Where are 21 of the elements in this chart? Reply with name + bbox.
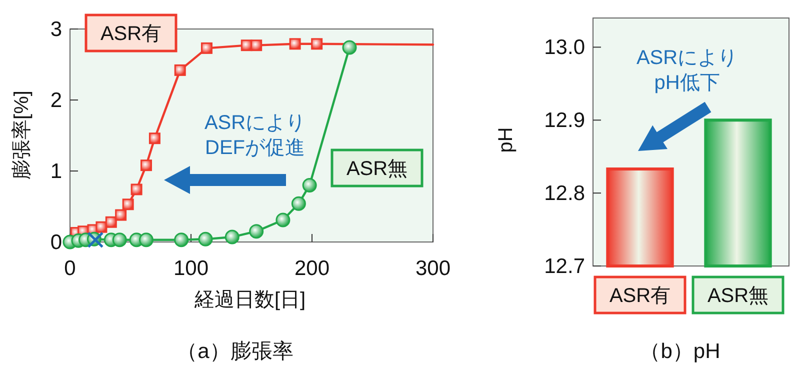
y-tick-label: 12.9 bbox=[544, 109, 585, 132]
series-label: ASR有 bbox=[100, 23, 162, 45]
x-axis-title: 経過日数[日] bbox=[193, 289, 306, 311]
x-tick-label: 0 bbox=[64, 257, 76, 280]
text: （a）膨張率 bbox=[176, 340, 294, 363]
y-tick-label: 12.8 bbox=[544, 182, 585, 206]
y-tick-label: 0 bbox=[50, 231, 62, 254]
x-tick-label: 200 bbox=[294, 257, 330, 280]
annotation: ASRにより DEFが促進 bbox=[204, 112, 306, 159]
x-tick-label: 100 bbox=[173, 257, 209, 280]
y-tick-label: 13.0 bbox=[544, 36, 585, 60]
y-axis-title: pH bbox=[495, 127, 517, 153]
text: （b）pH bbox=[640, 340, 720, 363]
x-tick-label: 300 bbox=[415, 257, 451, 280]
annotation: ASRにより pH低下 bbox=[636, 47, 738, 94]
series-label: ASR無 bbox=[346, 158, 408, 180]
y-tick-label: 12.7 bbox=[544, 255, 585, 278]
y-axis-title: 膨張率[%] bbox=[11, 90, 33, 180]
y-tick-label: 2 bbox=[50, 89, 62, 112]
y-tick-label: 1 bbox=[50, 160, 62, 183]
y-tick-label: 3 bbox=[50, 18, 62, 41]
